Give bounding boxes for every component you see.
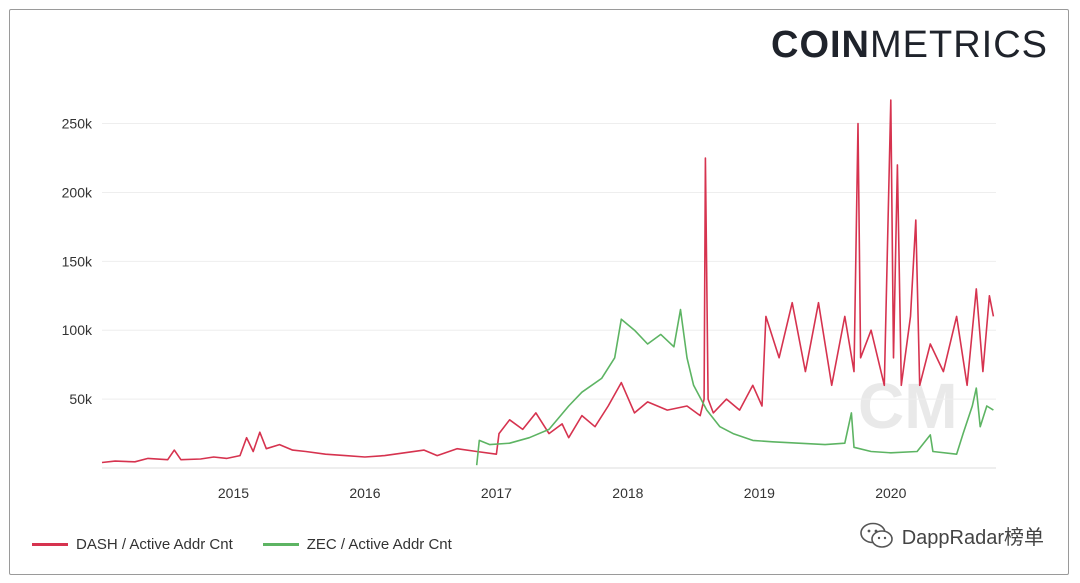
- x-tick-label-2: 2017: [481, 485, 512, 501]
- wechat-icon: [859, 522, 893, 548]
- brand-bold: COIN: [771, 24, 870, 66]
- series-line-dash: [101, 99, 995, 464]
- legend-label-dash: DASH / Active Addr Cnt: [76, 536, 233, 553]
- x-tick-label-0: 2015: [218, 485, 249, 501]
- brand-light: METRICS: [870, 24, 1048, 66]
- legend-item-zec[interactable]: ZEC / Active Addr Cnt: [262, 536, 452, 553]
- legend-swatch-zec: [262, 543, 299, 546]
- legend-label-zec: ZEC / Active Addr Cnt: [306, 536, 452, 553]
- y-tick-label-0: 50k: [69, 391, 93, 407]
- x-tick-label-4: 2019: [744, 485, 775, 501]
- coinmetrics-logo: COINMETRICS: [771, 24, 1048, 67]
- x-tick-label-5: 2020: [875, 485, 906, 501]
- legend: DASH / Active Addr Cnt ZEC / Active Addr…: [32, 536, 482, 553]
- legend-item-dash[interactable]: DASH / Active Addr Cnt: [32, 536, 233, 553]
- y-tick-label-1: 100k: [62, 322, 93, 338]
- series-line-zec: [475, 308, 994, 466]
- y-tick-label-4: 250k: [62, 116, 93, 132]
- y-tick-label-2: 150k: [62, 253, 93, 269]
- watermark-text: DappRadar榜单: [901, 527, 1044, 549]
- wechat-watermark: DappRadar榜单: [859, 521, 1044, 550]
- y-tick-label-3: 200k: [62, 184, 93, 200]
- cm-watermark-logo: CM: [858, 370, 958, 442]
- x-tick-label-3: 2018: [612, 485, 643, 501]
- x-tick-label-1: 2016: [349, 485, 380, 501]
- legend-swatch-dash: [32, 543, 68, 546]
